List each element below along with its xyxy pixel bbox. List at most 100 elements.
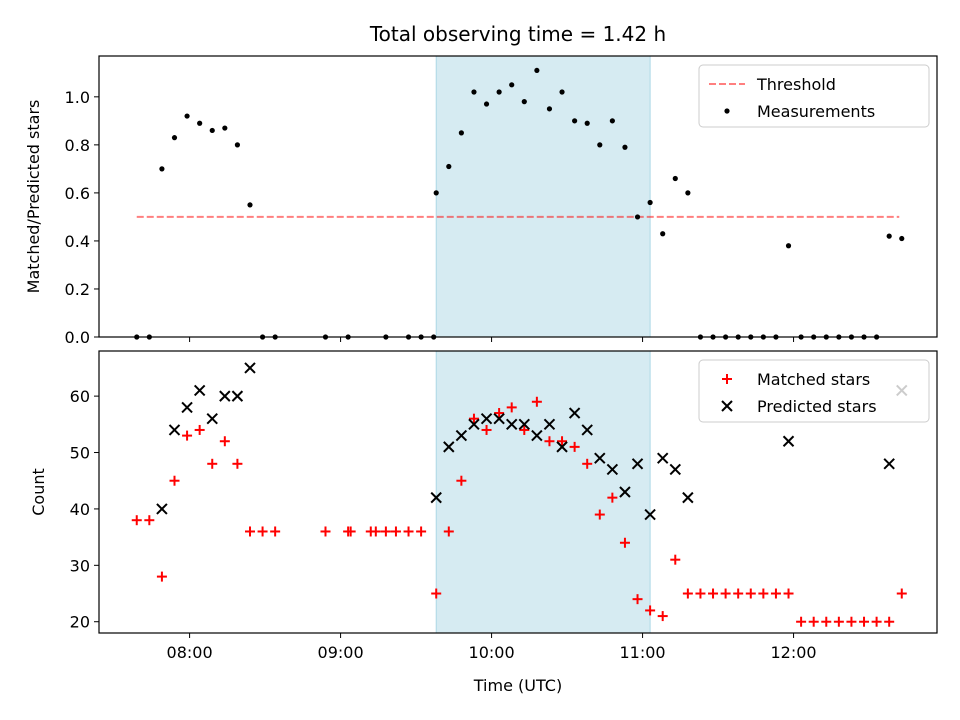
- series-predicted-stars: [156, 362, 908, 521]
- matched-point: [244, 526, 255, 537]
- y-tick-label: 40: [70, 500, 90, 519]
- predicted-point: [493, 412, 505, 425]
- predicted-point: [531, 429, 543, 442]
- matched-point: [594, 509, 605, 520]
- measurement-point: [572, 118, 578, 124]
- y-tick-label: 30: [70, 556, 90, 575]
- x-tick-label: 08:00: [167, 643, 213, 662]
- predicted-point: [181, 401, 193, 414]
- y-tick-label: 0.2: [65, 280, 90, 299]
- matched-point: [859, 616, 870, 627]
- predicted-point: [556, 441, 568, 453]
- predicted-point: [443, 441, 455, 453]
- matched-point: [370, 526, 381, 537]
- legend-label: Predicted stars: [757, 397, 877, 416]
- matched-point: [345, 526, 356, 537]
- measurement-point: [647, 199, 653, 206]
- predicted-point: [682, 491, 694, 504]
- predicted-point: [430, 491, 442, 504]
- measurement-point: [471, 89, 477, 95]
- measurement-point: [496, 89, 502, 95]
- measurement-point: [785, 243, 792, 249]
- predicted-point: [606, 463, 619, 476]
- bottom-panel-counts: 20 30 40 50 60 08:00 09:00 10:00 11:00 12:00 Count…: [29, 350, 938, 695]
- predicted-point: [594, 452, 606, 464]
- measurement-point: [660, 231, 666, 237]
- matched-point: [569, 441, 580, 452]
- x-tick-label: 10:00: [469, 643, 515, 662]
- measurement-point: [509, 82, 515, 88]
- x-axis-label: Time (UTC): [473, 676, 562, 695]
- matched-point: [808, 616, 819, 627]
- matched-point: [182, 430, 193, 441]
- matched-point: [695, 588, 706, 599]
- y-tick-label: 0.8: [65, 136, 90, 155]
- matched-point: [156, 571, 167, 582]
- matched-point: [380, 526, 391, 537]
- highlight-span: [435, 350, 651, 634]
- series-matched-stars: [131, 396, 907, 627]
- matched-point: [645, 605, 656, 616]
- measurement-point: [184, 113, 190, 119]
- y-tick-label: 20: [70, 613, 90, 632]
- y-tick-label: 50: [70, 444, 90, 463]
- legend-label: Measurements: [757, 102, 875, 121]
- measurement-point: [899, 235, 905, 242]
- matched-point: [443, 526, 454, 537]
- measurement-point: [685, 190, 691, 196]
- predicted-point: [219, 390, 231, 402]
- matched-point: [670, 554, 681, 565]
- measurement-point: [458, 130, 464, 136]
- legend-label: Matched stars: [757, 370, 870, 389]
- y-tick-label: 0.0: [65, 328, 90, 347]
- measurement-point: [234, 142, 241, 148]
- matched-point: [468, 413, 479, 424]
- measurement-point: [159, 166, 165, 172]
- measurement-point: [247, 202, 253, 208]
- matched-point: [657, 611, 668, 622]
- top-panel-matched-ratio: 0.0 0.2 0.4 0.6 0.8 1.0 Matched/Predicted star…: [24, 55, 938, 347]
- measurement-point: [521, 99, 527, 105]
- predicted-point: [193, 384, 206, 397]
- matched-point: [506, 402, 517, 413]
- matched-point: [169, 475, 180, 486]
- matched-point: [758, 588, 769, 599]
- highlight-span: [435, 55, 651, 338]
- matched-point: [194, 424, 205, 435]
- measurement-point: [171, 135, 178, 141]
- y-axis-label: Count: [29, 468, 48, 516]
- predicted-point: [231, 390, 244, 402]
- matched-point: [131, 515, 142, 526]
- matched-point: [607, 492, 618, 503]
- matched-point: [232, 458, 243, 469]
- matched-point: [270, 526, 281, 537]
- matched-point: [431, 588, 442, 599]
- predicted-point: [619, 486, 631, 498]
- predicted-point: [480, 412, 493, 425]
- matched-point: [796, 616, 807, 627]
- measurement-point: [197, 120, 203, 126]
- predicted-point: [644, 508, 656, 521]
- y-tick-label: 0.6: [65, 184, 90, 203]
- matched-point: [783, 588, 794, 599]
- predicted-point: [568, 407, 581, 419]
- axes-frame: [98, 350, 938, 634]
- matched-point: [708, 588, 719, 599]
- matched-point: [846, 616, 857, 627]
- measurement-point: [597, 142, 603, 148]
- x-tick-label: 09:00: [318, 643, 364, 662]
- matched-point: [207, 458, 218, 469]
- matched-point: [544, 436, 555, 447]
- matched-point: [871, 616, 882, 627]
- predicted-point: [468, 418, 480, 431]
- matched-point: [416, 526, 427, 537]
- measurement-point: [559, 89, 565, 95]
- predicted-point: [156, 503, 168, 515]
- predicted-point: [631, 458, 644, 470]
- y-tick-label: 0.4: [65, 232, 90, 251]
- measurement-point: [622, 144, 628, 150]
- matched-point: [456, 475, 467, 486]
- matched-point: [531, 396, 542, 407]
- legend-label: Threshold: [756, 75, 836, 94]
- measurement-point: [886, 233, 892, 239]
